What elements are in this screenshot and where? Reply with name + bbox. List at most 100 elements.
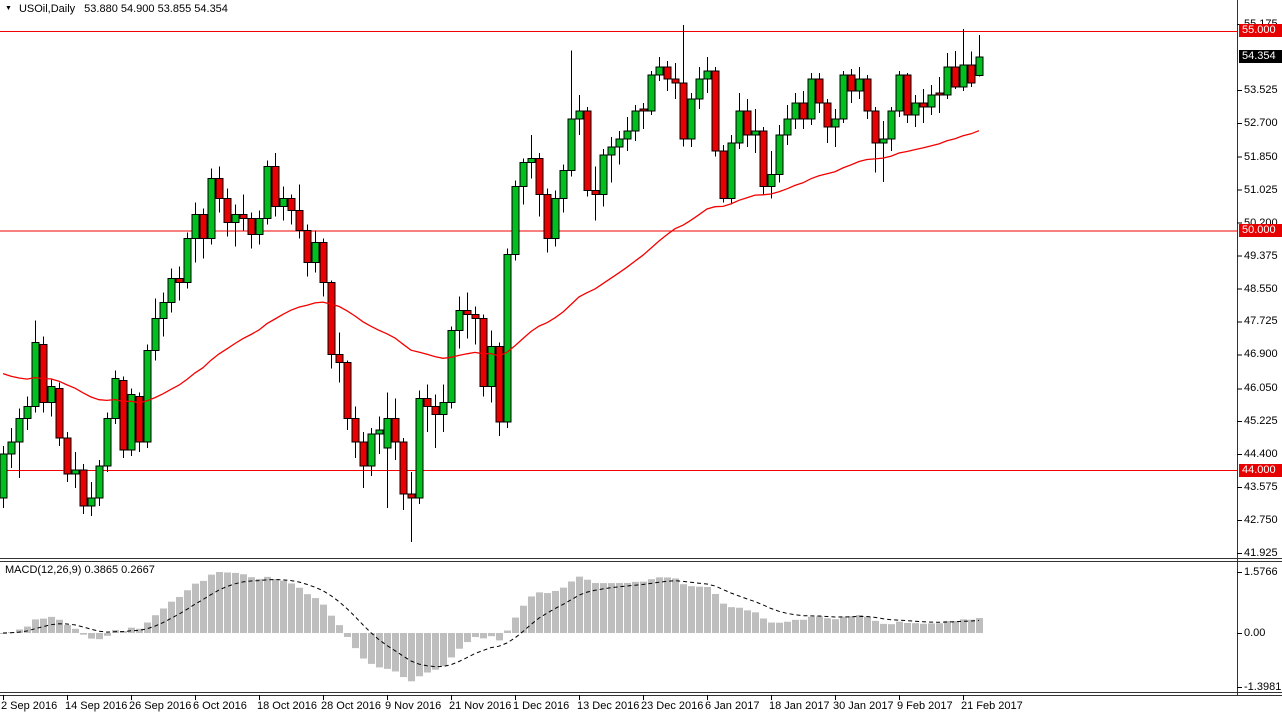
bear-candle — [287, 198, 296, 212]
macd-histogram-bar — [368, 633, 375, 664]
macd-histogram-bar — [360, 633, 367, 659]
macd-histogram-bar — [824, 618, 831, 633]
symbol-period-label: USOil,Daily — [18, 3, 76, 15]
time-axis[interactable] — [0, 695, 1237, 719]
macd-histogram-bar — [184, 590, 191, 633]
bull-candle — [703, 70, 712, 80]
bull-candle — [855, 78, 864, 92]
macd-pane[interactable] — [0, 562, 1237, 692]
macd-histogram-bar — [800, 619, 807, 633]
bear-candle — [815, 78, 824, 104]
bear-candle — [679, 82, 688, 140]
bull-candle — [527, 158, 536, 164]
bear-candle — [135, 395, 144, 443]
macd-histogram-bar — [32, 619, 39, 633]
macd-histogram-bar — [600, 583, 607, 633]
bull-candle — [311, 242, 320, 264]
macd-histogram-bar — [312, 598, 319, 633]
bull-candle — [439, 401, 448, 415]
macd-histogram-bar — [592, 583, 599, 633]
macd-histogram-bar — [448, 633, 455, 658]
bull-candle — [151, 317, 160, 351]
bull-candle — [687, 98, 696, 140]
macd-histogram-bar — [256, 578, 263, 633]
bear-candle — [327, 282, 336, 355]
bear-candle — [215, 178, 224, 200]
bull-candle — [751, 130, 760, 136]
bull-candle — [647, 74, 656, 112]
bear-candle — [295, 210, 304, 232]
bull-candle — [0, 453, 8, 499]
bear-candle — [479, 317, 488, 387]
price-axis[interactable] — [1237, 0, 1282, 694]
macd-histogram-bar — [344, 633, 351, 637]
bull-candle — [911, 102, 920, 116]
macd-histogram-bar — [608, 583, 615, 633]
macd-histogram-bar — [864, 616, 871, 633]
bull-candle — [159, 301, 168, 319]
bear-candle — [743, 110, 752, 136]
bear-candle — [175, 278, 184, 284]
macd-histogram-bar — [896, 621, 903, 633]
bear-candle — [335, 353, 344, 363]
bear-candle — [951, 66, 960, 88]
bear-candle — [535, 158, 544, 196]
macd-histogram-bar — [168, 601, 175, 633]
macd-histogram-bar — [144, 622, 151, 633]
bear-candle — [967, 64, 976, 84]
macd-histogram-bar — [728, 607, 735, 633]
bear-candle — [759, 130, 768, 188]
bull-candle — [783, 118, 792, 136]
bull-candle — [15, 417, 24, 443]
bull-candle — [255, 218, 264, 236]
bear-candle — [431, 405, 440, 415]
bull-candle — [511, 186, 520, 256]
macd-histogram-bar — [64, 624, 71, 633]
bear-candle — [239, 214, 248, 220]
macd-histogram-bar — [552, 590, 559, 633]
macd-histogram-bar — [920, 623, 927, 633]
macd-histogram-bar — [520, 605, 527, 633]
bull-candle — [623, 130, 632, 140]
bear-candle — [711, 70, 720, 152]
macd-histogram-bar — [560, 587, 567, 633]
pane-splitter[interactable] — [0, 556, 1237, 564]
bull-candle — [87, 497, 96, 507]
bear-candle — [199, 214, 208, 240]
bull-candle — [727, 142, 736, 200]
bull-candle — [599, 154, 608, 196]
macd-histogram-bar — [56, 619, 63, 633]
macd-histogram-bar — [672, 578, 679, 633]
macd-histogram-bar — [720, 603, 727, 633]
macd-histogram-bar — [432, 633, 439, 670]
bull-candle — [559, 170, 568, 200]
macd-histogram-bar — [832, 619, 839, 633]
price-pane[interactable] — [0, 0, 1237, 558]
macd-histogram-bar — [808, 616, 815, 633]
bull-candle — [519, 162, 528, 188]
bull-candle — [447, 329, 456, 403]
bull-candle — [615, 138, 624, 148]
bear-candle — [223, 198, 232, 224]
bull-candle — [487, 345, 496, 387]
macd-signal-line — [2, 579, 980, 668]
bear-candle — [343, 361, 352, 419]
bull-candle — [23, 405, 32, 419]
macd-histogram-bar — [936, 623, 943, 633]
bear-candle — [463, 309, 472, 315]
bear-candle — [583, 110, 592, 192]
bull-candle — [943, 66, 952, 96]
bull-candle — [415, 397, 424, 499]
bear-candle — [39, 343, 48, 403]
macd-histogram-bar — [216, 572, 223, 633]
bull-candle — [791, 102, 800, 120]
macd-histogram-bar — [128, 627, 135, 633]
macd-histogram-bar — [480, 633, 487, 639]
macd-histogram-bar — [960, 619, 967, 633]
bull-candle — [959, 64, 968, 88]
bull-candle — [807, 78, 816, 120]
moving-average-line — [2, 130, 980, 404]
bull-candle — [207, 178, 216, 240]
macd-histogram-bar — [512, 617, 519, 633]
